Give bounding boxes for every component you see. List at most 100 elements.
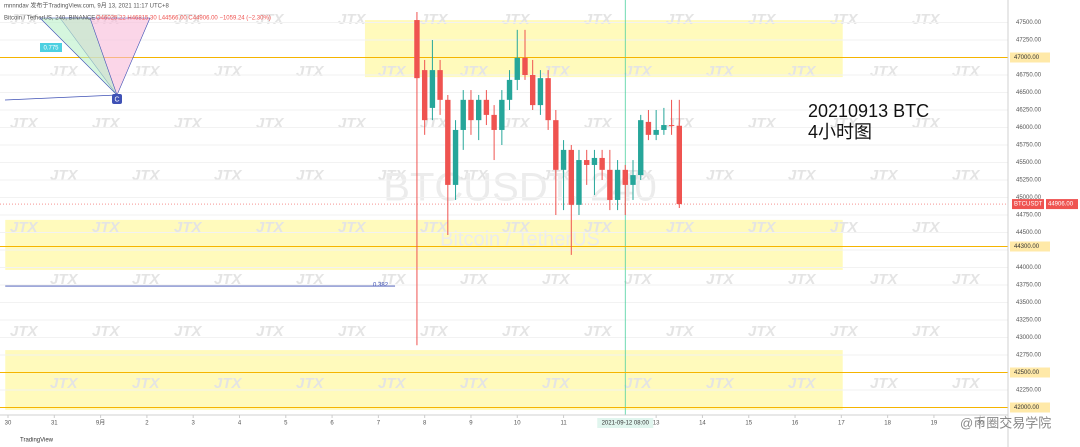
x-tick-label: 13 (653, 421, 660, 427)
x-tick-label: 4 (238, 421, 242, 427)
watermark-logo: JTX (460, 271, 489, 288)
y-axis-area (1008, 0, 1080, 447)
watermark-logo: JTX (624, 63, 653, 80)
watermark-logo: JTX (256, 115, 285, 132)
annotation: 4小时图 (808, 122, 872, 142)
watermark-logo: JTX (338, 115, 367, 132)
watermark-logo: JTX (748, 11, 777, 28)
y-tick-label: 44500.00 (1016, 230, 1042, 236)
candle-body (475, 99, 482, 121)
x-marker-box (597, 418, 654, 428)
candle-body (499, 99, 505, 130)
x-axis-area (0, 415, 1008, 447)
watermark-logo: JTX (214, 375, 243, 392)
candle-body (522, 57, 528, 75)
x-tick-label: 14 (699, 421, 706, 427)
candle-body (576, 160, 582, 205)
watermark-logo: JTX (502, 11, 531, 28)
watermark-logo: JTX (542, 375, 571, 392)
x-tick-label: 10 (514, 421, 521, 427)
watermark-logo: JTX (542, 63, 571, 80)
watermark-logo: JTX (870, 63, 899, 80)
candle-body (676, 125, 682, 205)
watermark-logo: JTX (50, 375, 79, 392)
candle-body (506, 79, 513, 100)
x-tick-label: 7 (377, 421, 381, 427)
x-tick-label: 2 (145, 421, 149, 427)
last-price-label: 44906.00 (1048, 202, 1074, 208)
y-tick-label: 47250.00 (1016, 38, 1042, 44)
candle-body (661, 125, 667, 130)
watermark-logo: JTX (92, 115, 121, 132)
candle-body (630, 175, 636, 185)
candle-body (584, 160, 590, 165)
watermark-logo: JTX (584, 219, 613, 236)
candle-body (491, 114, 497, 130)
watermark-logo: JTX (584, 11, 613, 28)
watermark-logo: JTX (50, 167, 79, 184)
watermark-logo: JTX (952, 63, 981, 80)
watermark-logo: JTX (10, 219, 39, 236)
y-tick-label: 44750.00 (1016, 213, 1042, 219)
x-tick-label: 8 (423, 421, 427, 427)
price-line-label: 42000.00 (1014, 405, 1040, 411)
y-tick-label: 43000.00 (1016, 335, 1042, 341)
price-line-box (1010, 241, 1050, 252)
candle-body (591, 157, 598, 165)
candle-body (421, 70, 428, 121)
watermark-logo: JTX (132, 167, 161, 184)
watermark-logo: JTX (666, 219, 695, 236)
watermark-logo: JTX (420, 11, 449, 28)
watermark-logo: JTX (378, 271, 407, 288)
watermark-logo: JTX (870, 375, 899, 392)
candle-body (460, 99, 466, 130)
pattern-leg (4, 94, 118, 101)
watermark-logo: JTX (256, 219, 285, 236)
watermark-logo: JTX (132, 63, 161, 80)
candle-body (614, 169, 621, 200)
watermark-logo: JTX (132, 271, 161, 288)
annotation: 20210913 BTC (808, 101, 929, 121)
price-line-box (1010, 402, 1050, 413)
price-line-label: 42500.00 (1014, 370, 1040, 376)
watermark-logo: JTX (542, 271, 571, 288)
watermark-logo: JTX (296, 375, 325, 392)
y-tick-label: 47500.00 (1016, 20, 1042, 26)
y-tick-label: 42750.00 (1016, 353, 1042, 359)
watermark-logo: JTX (460, 375, 489, 392)
watermark-logo: JTX (296, 63, 325, 80)
x-marker-label: 2021-09-12 08:00 (602, 421, 650, 427)
watermark-logo: JTX (584, 323, 613, 340)
watermark-logo: JTX (666, 323, 695, 340)
watermark-logo: JTX (830, 219, 859, 236)
watermark-logo: JTX (788, 271, 817, 288)
price-line-box (1010, 367, 1050, 378)
watermark-logo: JTX (10, 11, 39, 28)
zone (5, 350, 843, 410)
watermark-logo: JTX (748, 219, 777, 236)
candle-body (437, 70, 443, 100)
x-tick-label: 9 (469, 421, 473, 427)
watermark-logo: JTX (460, 63, 489, 80)
x-tick-label: 30 (5, 421, 12, 427)
watermark-logo: JTX (10, 115, 39, 132)
watermark-logo: JTX (256, 11, 285, 28)
y-tick-label: 43750.00 (1016, 283, 1042, 289)
candle-body (514, 57, 520, 80)
x-tick-label: 18 (884, 421, 891, 427)
candle-body (599, 157, 605, 170)
candle-body (607, 169, 613, 200)
price-line-label: 47000.00 (1014, 55, 1040, 61)
watermark-logo: JTX (338, 323, 367, 340)
watermark-logo: JTX (296, 167, 325, 184)
candle-body (483, 99, 490, 115)
footer-logo: TradingView (20, 438, 54, 444)
watermark-logo: JTX (788, 63, 817, 80)
watermark-logo: JTX (666, 11, 695, 28)
watermark-logo: JTX (174, 115, 203, 132)
watermark-logo: JTX (338, 219, 367, 236)
watermark-logo: JTX (296, 271, 325, 288)
candle-body (653, 129, 659, 135)
pattern-label-box (40, 43, 62, 52)
